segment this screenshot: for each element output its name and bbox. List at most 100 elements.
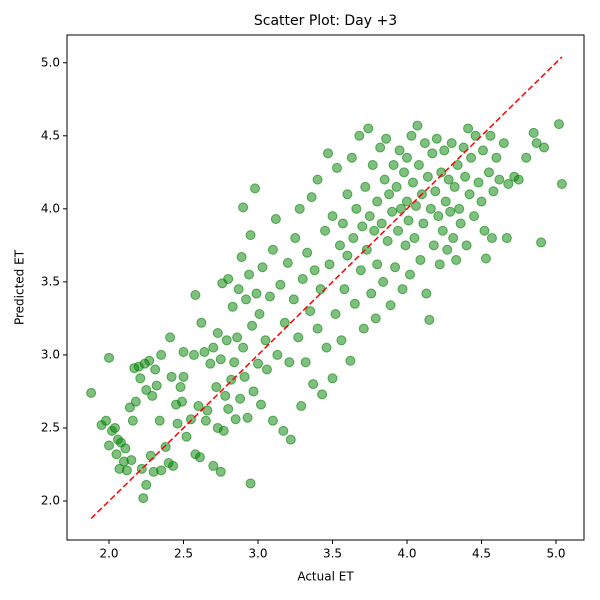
scatter-point [394,145,405,156]
scatter-point [248,386,259,397]
y-tick-label: 2.0 [41,493,60,507]
scatter-point [218,425,229,436]
scatter-point [424,314,435,325]
scatter-point [272,349,283,360]
scatter-point [227,301,238,312]
scatter-point [141,384,152,395]
scatter-point [485,130,496,141]
scatter-point [443,174,454,185]
scatter-point [177,396,188,407]
scatter-point [168,460,179,471]
scatter-point [342,250,353,261]
scatter-point [369,225,380,236]
scatter-point [282,257,293,268]
scatter-point [358,323,369,334]
y-tick-label: 4.5 [41,128,60,142]
scatter-point [308,379,319,390]
scatter-point [372,196,383,207]
scatter-point [260,335,271,346]
scatter-point [126,455,137,466]
scatter-point [521,152,532,163]
scatter-point [452,160,463,171]
scatter-point [312,174,323,185]
scatter-point [111,449,122,460]
scatter-point [185,414,196,425]
scatter-point [172,418,183,429]
scatter-point [451,254,462,265]
scatter-point [483,167,494,178]
scatter-point [401,196,412,207]
scatter-point [257,262,268,273]
scatter-point [223,273,234,284]
scatter-point [378,276,389,287]
scatter-point [279,317,290,328]
scatter-point [238,342,249,353]
scatter-point [208,342,219,353]
scatter-point [354,130,365,141]
scatter-point [196,317,207,328]
scatter-point [166,371,177,382]
scatter-point [270,214,281,225]
scatter-point [379,174,390,185]
scatter-point [312,323,323,334]
scatter-point [406,130,417,141]
scatter-point [178,371,189,382]
scatter-point [387,206,398,217]
scatter-point [349,298,360,309]
y-axis-label: Predicted ET [13,249,27,325]
scatter-point [300,357,311,368]
scatter-point [421,288,432,299]
scatter-point [165,332,176,343]
scatter-point [491,152,502,163]
scatter-point [427,148,438,159]
scatter-point [397,284,408,295]
scatter-point [104,352,115,363]
scatter-point [211,382,222,393]
y-tick-label: 3.5 [41,274,60,288]
scatter-point [342,189,353,200]
scatter-point [278,425,289,436]
scatter-point [221,335,232,346]
scatter-point [130,396,141,407]
scatter-point [473,177,484,188]
scatter-point [202,405,213,416]
scatter-point [410,200,421,211]
scatter-point [445,206,456,217]
scatter-point [226,374,237,385]
scatter-point [501,233,512,244]
scatter-point [255,399,266,410]
scatter-point [498,138,509,149]
scatter-point [446,138,457,149]
scatter-point [245,478,256,489]
scatter-point [175,382,186,393]
scatter-point [375,142,386,153]
scatter-point [539,142,550,153]
scatter-point [208,460,219,471]
x-tick-label: 2.5 [174,547,193,561]
scatter-point [449,181,460,192]
scatter-point [384,189,395,200]
y-tick-label: 3.0 [41,347,60,361]
scatter-point [156,349,167,360]
scatter-point [156,465,167,476]
scatter-point [109,422,120,433]
scatter-point [455,218,466,229]
scatter-point [235,393,246,404]
scatter-point [396,203,407,214]
y-tick-label: 5.0 [41,55,60,69]
x-tick-label: 4.5 [472,547,491,561]
scatter-point [346,152,357,163]
scatter-point [288,294,299,305]
scatter-point [477,145,488,156]
scatter-point [285,434,296,445]
scatter-point [337,218,348,229]
scatter-point [339,284,350,295]
scatter-point [305,306,316,317]
scatter-point [238,202,249,213]
scatter-point [488,186,499,197]
scatter-point [430,186,441,197]
scatter-point [138,493,149,504]
scatter-point [296,401,307,412]
scatter-point [454,203,465,214]
